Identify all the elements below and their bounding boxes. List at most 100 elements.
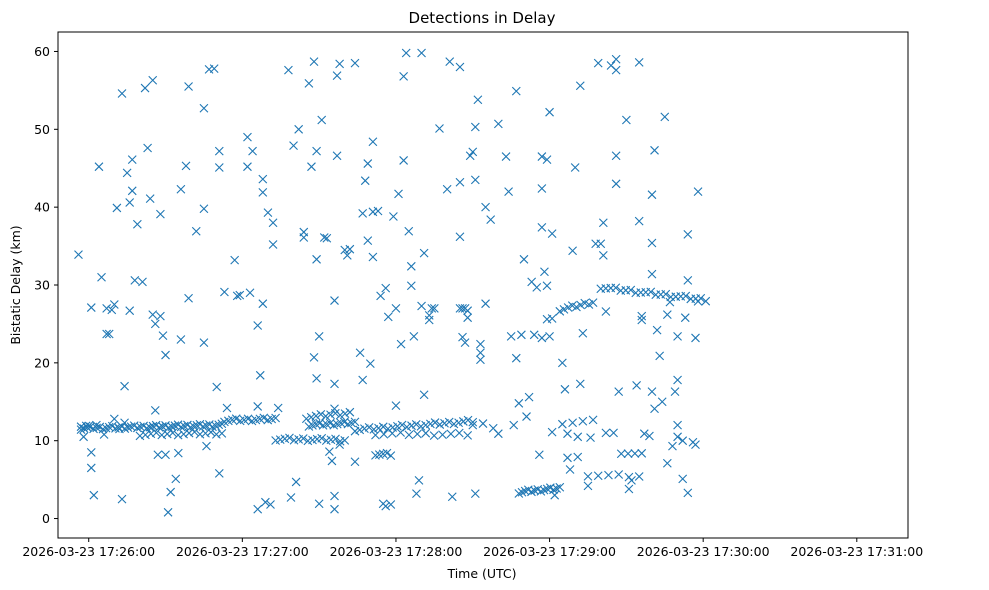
detection-marker	[319, 233, 329, 242]
detection-marker	[211, 421, 220, 431]
detection-marker	[545, 107, 554, 117]
detection-marker	[154, 423, 164, 432]
detection-marker	[109, 414, 119, 424]
detection-marker	[312, 146, 321, 156]
detection-marker	[263, 208, 273, 217]
y-axis-label: Bistatic Delay (km)	[8, 225, 23, 344]
detection-marker	[284, 65, 293, 75]
detection-marker	[201, 428, 210, 438]
detection-marker	[373, 206, 383, 216]
detection-marker	[575, 81, 585, 91]
detection-marker	[455, 62, 465, 72]
detection-marker	[345, 244, 355, 254]
detection-marker	[476, 355, 485, 365]
x-tick-label: 2026-03-23 17:26:00	[22, 544, 155, 559]
detection-marker	[260, 497, 270, 507]
detection-marker	[529, 330, 539, 340]
detection-marker	[306, 412, 316, 422]
detection-marker	[387, 428, 397, 438]
detection-marker	[360, 176, 370, 186]
data-markers	[74, 48, 711, 517]
detection-marker	[511, 86, 521, 96]
detection-marker	[511, 353, 521, 363]
y-tick-label: 60	[34, 44, 50, 59]
detection-marker	[382, 448, 392, 458]
detection-marker	[335, 59, 345, 69]
detection-marker	[245, 288, 255, 298]
detection-marker	[573, 452, 583, 462]
detection-marker	[379, 429, 389, 439]
detection-marker	[107, 305, 117, 315]
detection-marker	[230, 255, 240, 265]
detection-marker	[657, 397, 667, 407]
detection-marker	[465, 151, 475, 161]
detection-marker	[253, 321, 263, 330]
detection-marker	[552, 484, 562, 493]
detection-marker	[406, 281, 416, 291]
detection-marker	[158, 331, 168, 340]
detection-marker	[493, 119, 503, 129]
detection-marker	[563, 429, 572, 439]
detection-marker	[138, 277, 147, 287]
detection-marker	[368, 137, 378, 147]
detection-marker	[268, 240, 278, 249]
detection-marker	[455, 232, 465, 242]
detection-marker	[364, 422, 374, 432]
detection-marker	[660, 112, 670, 122]
detection-marker	[340, 409, 350, 419]
detection-marker	[504, 187, 513, 196]
detection-marker	[409, 331, 419, 341]
detection-marker	[191, 226, 201, 236]
detection-marker	[86, 303, 96, 312]
detection-marker	[132, 219, 142, 229]
detection-marker	[506, 331, 516, 341]
detection-marker	[540, 267, 549, 277]
detection-marker	[673, 420, 682, 430]
detection-marker	[624, 484, 634, 494]
detection-marker	[286, 493, 296, 502]
detection-marker	[314, 499, 324, 509]
detection-marker	[414, 476, 424, 485]
detection-marker	[438, 430, 447, 440]
detection-marker	[111, 424, 120, 433]
detection-marker	[678, 474, 688, 484]
detection-marker	[350, 417, 360, 427]
y-tick-label: 10	[34, 433, 50, 448]
detection-marker	[268, 218, 278, 228]
detection-marker	[419, 248, 429, 258]
detection-marker	[199, 103, 209, 113]
detection-marker	[335, 410, 345, 420]
detection-marker	[176, 335, 186, 344]
detection-marker	[330, 491, 339, 501]
detection-marker	[652, 325, 662, 335]
detection-marker	[332, 151, 342, 161]
detection-marker	[680, 313, 690, 323]
detection-marker	[404, 430, 414, 440]
detection-marker	[176, 184, 186, 194]
detection-marker	[565, 465, 575, 474]
detection-marker	[243, 162, 252, 172]
detection-marker	[524, 392, 534, 402]
detection-marker	[542, 155, 552, 165]
detection-marker	[123, 423, 133, 433]
detection-marker	[412, 489, 421, 499]
detection-marker	[537, 333, 547, 343]
detection-marker	[662, 458, 672, 468]
detection-marker	[586, 433, 595, 442]
detection-marker	[468, 147, 478, 157]
detection-marker	[311, 411, 321, 421]
detection-marker	[444, 417, 454, 427]
detection-marker	[381, 501, 391, 511]
detection-marker	[166, 487, 176, 497]
detection-marker	[460, 338, 470, 347]
detection-marker	[678, 436, 688, 446]
detection-marker	[611, 283, 621, 293]
detection-marker	[412, 429, 422, 439]
detection-marker	[127, 186, 137, 196]
detection-marker	[273, 403, 283, 413]
detection-marker	[604, 470, 613, 480]
detection-marker	[634, 472, 644, 481]
detection-marker	[476, 348, 485, 358]
detection-marker	[363, 159, 373, 168]
detection-marker	[120, 381, 129, 391]
